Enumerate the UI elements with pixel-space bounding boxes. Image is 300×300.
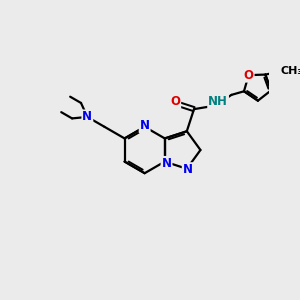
Text: NH: NH: [208, 94, 228, 108]
Text: N: N: [161, 157, 172, 170]
Text: O: O: [170, 95, 180, 108]
Text: N: N: [82, 110, 92, 123]
Text: N: N: [183, 163, 193, 176]
Text: O: O: [244, 69, 254, 82]
Text: N: N: [140, 119, 150, 132]
Text: CH₃: CH₃: [280, 66, 300, 76]
